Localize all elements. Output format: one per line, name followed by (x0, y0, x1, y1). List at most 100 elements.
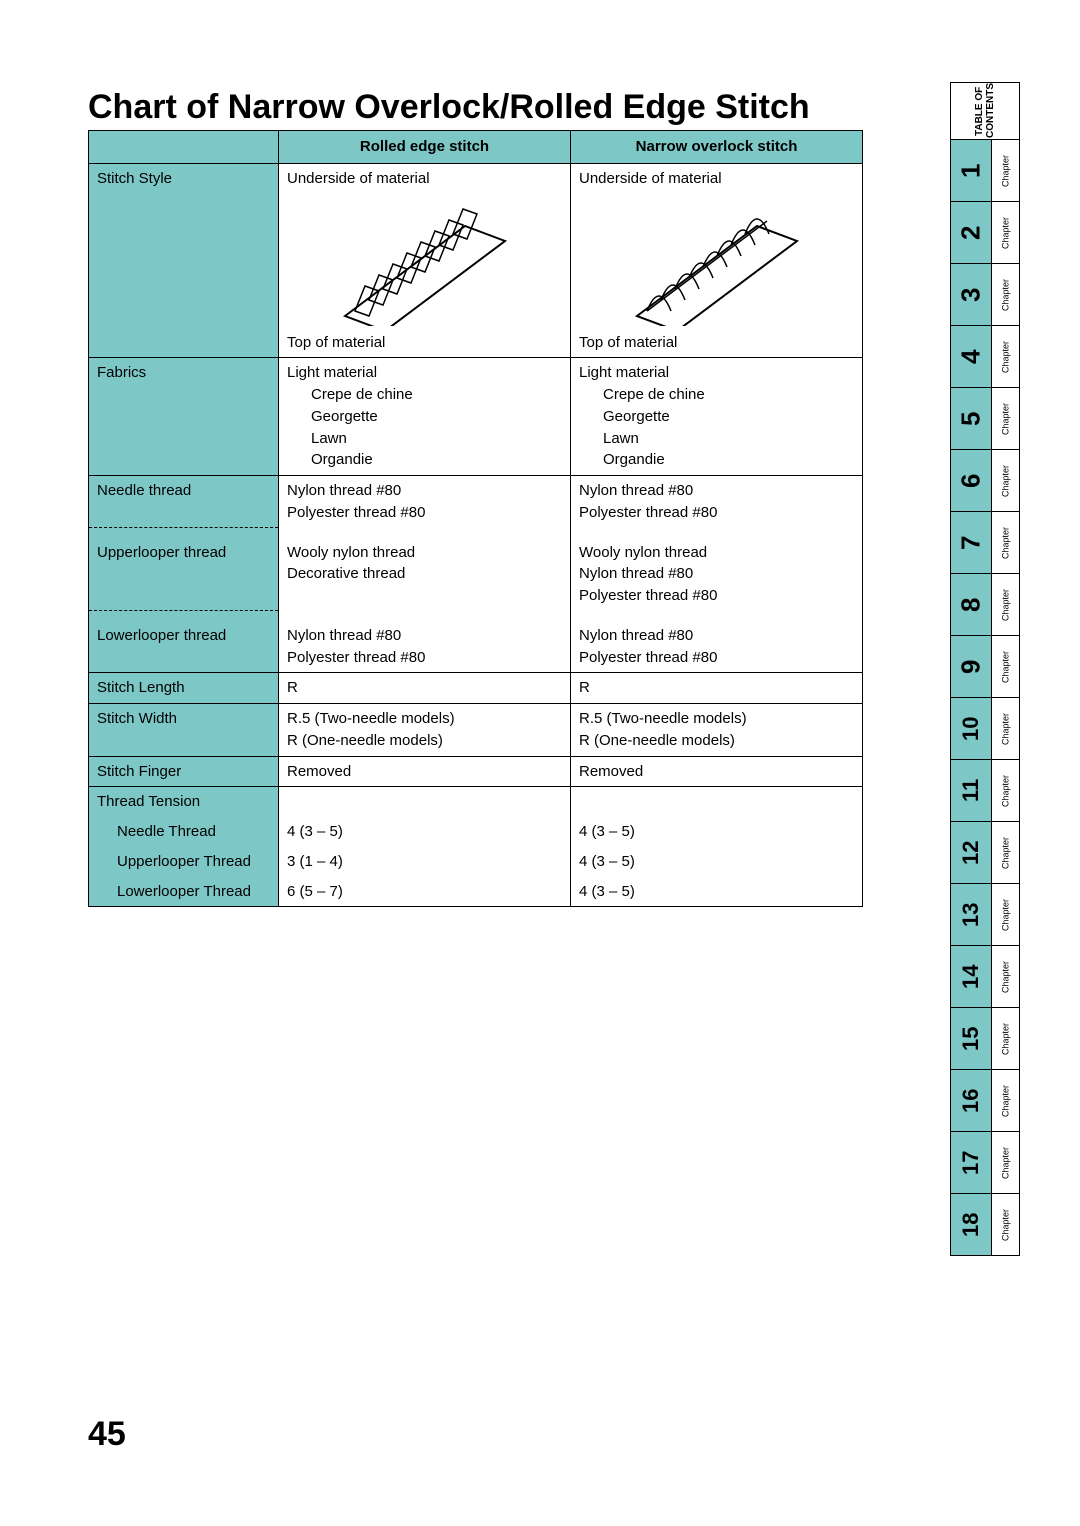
label-fabrics: Fabrics (89, 358, 279, 476)
tab-chapter-7[interactable]: 7Chapter (950, 512, 1020, 574)
label-tension-needle: Needle Thread (89, 817, 279, 847)
row-tension-needle: Needle Thread 4 (3 – 5) 4 (3 – 5) (89, 817, 863, 847)
chapter-number: 10 (951, 698, 991, 759)
chapter-number: 1 (951, 140, 991, 201)
narrow-stitch-icon (617, 196, 817, 326)
text-top: Top of material (287, 334, 385, 351)
chapter-label: Chapter (991, 1008, 1019, 1069)
chapter-label: Chapter (991, 450, 1019, 511)
tab-chapter-3[interactable]: 3Chapter (950, 264, 1020, 326)
label-tension-upper: Upperlooper Thread (89, 847, 279, 877)
cell-rolled-length: R (279, 673, 571, 704)
stitch-chart-table: Rolled edge stitch Narrow overlock stitc… (88, 130, 863, 907)
row-tension-upper: Upperlooper Thread 3 (1 – 4) 4 (3 – 5) (89, 847, 863, 877)
tab-chapter-18[interactable]: 18Chapter (950, 1194, 1020, 1256)
tab-chapter-16[interactable]: 16Chapter (950, 1070, 1020, 1132)
cell-narrow-upper: Wooly nylon thread Nylon thread #80 Poly… (571, 528, 863, 611)
chapter-label: Chapter (991, 1132, 1019, 1193)
chapter-tabs: TABLE OF CONTENTS 1Chapter2Chapter3Chapt… (950, 82, 1020, 1256)
chapter-label: Chapter (991, 326, 1019, 387)
tab-chapter-11[interactable]: 11Chapter (950, 760, 1020, 822)
text-underside: Underside of material (579, 170, 722, 187)
header-narrow: Narrow overlock stitch (571, 131, 863, 164)
header-rolled: Rolled edge stitch (279, 131, 571, 164)
chapter-number: 16 (951, 1070, 991, 1131)
chapter-label: Chapter (991, 698, 1019, 759)
label-stitch-finger: Stitch Finger (89, 756, 279, 787)
cell-rolled-needle: Nylon thread #80 Polyester thread #80 (279, 476, 571, 528)
tab-chapter-2[interactable]: 2Chapter (950, 202, 1020, 264)
cell-narrow-finger: Removed (571, 756, 863, 787)
tab-chapter-4[interactable]: 4Chapter (950, 326, 1020, 388)
chapter-number: 6 (951, 450, 991, 511)
chapter-number: 11 (951, 760, 991, 821)
tab-chapter-10[interactable]: 10Chapter (950, 698, 1020, 760)
cell-narrow-lower: Nylon thread #80 Polyester thread #80 (571, 611, 863, 673)
chapter-label: Chapter (991, 574, 1019, 635)
cell-rolled-fabrics: Light material Crepe de chine Georgette … (279, 358, 571, 476)
text-underside: Underside of material (287, 170, 430, 187)
chapter-label: Chapter (991, 636, 1019, 697)
tab-chapter-1[interactable]: 1Chapter (950, 140, 1020, 202)
chapter-label: Chapter (991, 140, 1019, 201)
chapter-number: 18 (951, 1194, 991, 1255)
row-stitch-finger: Stitch Finger Removed Removed (89, 756, 863, 787)
chapter-number: 14 (951, 946, 991, 1007)
chapter-label: Chapter (991, 1194, 1019, 1255)
page-number: 45 (88, 1415, 126, 1454)
chapter-number: 12 (951, 822, 991, 883)
cell-rolled-upper: Wooly nylon thread Decorative thread (279, 528, 571, 611)
row-lowerlooper: Lowerlooper thread Nylon thread #80 Poly… (89, 611, 863, 673)
chapter-number: 5 (951, 388, 991, 449)
cell-narrow-fabrics: Light material Crepe de chine Georgette … (571, 358, 863, 476)
cell-rolled-finger: Removed (279, 756, 571, 787)
chapter-number: 17 (951, 1132, 991, 1193)
label-lowerlooper: Lowerlooper thread (89, 611, 279, 673)
tab-chapter-14[interactable]: 14Chapter (950, 946, 1020, 1008)
chapter-label: Chapter (991, 822, 1019, 883)
chapter-number: 2 (951, 202, 991, 263)
cell-narrow-style: Underside of material Top of material (571, 163, 863, 358)
tab-chapter-9[interactable]: 9Chapter (950, 636, 1020, 698)
label-tension-lower: Lowerlooper Thread (89, 877, 279, 907)
row-tension-header: Thread Tension (89, 787, 863, 817)
tab-chapter-6[interactable]: 6Chapter (950, 450, 1020, 512)
label-needle-thread: Needle thread (89, 476, 279, 528)
chapter-label: Chapter (991, 202, 1019, 263)
chapter-number: 3 (951, 264, 991, 325)
tab-chapter-12[interactable]: 12Chapter (950, 822, 1020, 884)
label-stitch-length: Stitch Length (89, 673, 279, 704)
header-blank (89, 131, 279, 164)
chapter-label: Chapter (991, 512, 1019, 573)
chapter-label: Chapter (991, 264, 1019, 325)
rolled-stitch-icon (325, 196, 525, 326)
tab-chapter-8[interactable]: 8Chapter (950, 574, 1020, 636)
text-top: Top of material (579, 334, 677, 351)
chapter-label: Chapter (991, 388, 1019, 449)
chapter-number: 7 (951, 512, 991, 573)
cell-rolled-lower: Nylon thread #80 Polyester thread #80 (279, 611, 571, 673)
tab-chapter-15[interactable]: 15Chapter (950, 1008, 1020, 1070)
row-stitch-length: Stitch Length R R (89, 673, 863, 704)
row-needle-thread: Needle thread Nylon thread #80 Polyester… (89, 476, 863, 528)
chapter-number: 13 (951, 884, 991, 945)
page-title: Chart of Narrow Overlock/Rolled Edge Sti… (88, 88, 810, 127)
label-stitch-style: Stitch Style (89, 163, 279, 358)
tab-toc[interactable]: TABLE OF CONTENTS (950, 82, 1020, 140)
tab-chapter-13[interactable]: 13Chapter (950, 884, 1020, 946)
row-stitch-width: Stitch Width R.5 (Two-needle models) R (… (89, 704, 863, 757)
cell-narrow-length: R (571, 673, 863, 704)
chapter-label: Chapter (991, 1070, 1019, 1131)
tab-chapter-5[interactable]: 5Chapter (950, 388, 1020, 450)
chapter-number: 9 (951, 636, 991, 697)
label-upperlooper: Upperlooper thread (89, 528, 279, 611)
chapter-label: Chapter (991, 946, 1019, 1007)
tab-chapter-17[interactable]: 17Chapter (950, 1132, 1020, 1194)
chapter-number: 4 (951, 326, 991, 387)
chapter-label: Chapter (991, 760, 1019, 821)
label-stitch-width: Stitch Width (89, 704, 279, 757)
cell-rolled-style: Underside of material Top of material (279, 163, 571, 358)
cell-narrow-needle: Nylon thread #80 Polyester thread #80 (571, 476, 863, 528)
label-tension: Thread Tension (89, 787, 279, 817)
cell-narrow-width: R.5 (Two-needle models) R (One-needle mo… (571, 704, 863, 757)
